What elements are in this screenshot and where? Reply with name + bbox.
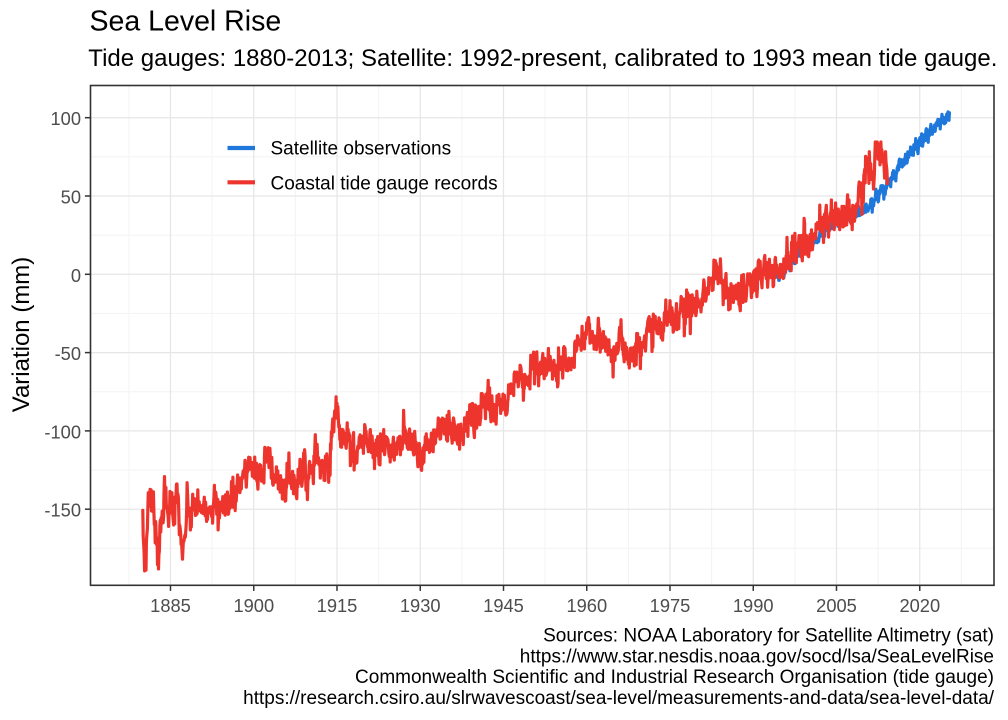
svg-text:1990: 1990 bbox=[733, 595, 774, 616]
svg-text:Sea Level Rise: Sea Level Rise bbox=[90, 6, 282, 38]
svg-text:50: 50 bbox=[61, 187, 81, 208]
svg-text:1960: 1960 bbox=[566, 595, 607, 616]
svg-text:https://research.csiro.au/slrw: https://research.csiro.au/slrwavescoast/… bbox=[243, 688, 995, 709]
svg-text:-150: -150 bbox=[44, 500, 81, 521]
svg-text:Satellite observations: Satellite observations bbox=[271, 138, 452, 159]
svg-text:0: 0 bbox=[71, 265, 81, 286]
svg-text:1900: 1900 bbox=[233, 595, 274, 616]
svg-text:1945: 1945 bbox=[483, 595, 524, 616]
svg-text:1885: 1885 bbox=[150, 595, 191, 616]
svg-text:100: 100 bbox=[50, 108, 81, 129]
svg-text:1930: 1930 bbox=[400, 595, 441, 616]
svg-text:Coastal tide gauge records: Coastal tide gauge records bbox=[271, 173, 498, 194]
svg-text:Sources: NOAA Laboratory for S: Sources: NOAA Laboratory for Satellite A… bbox=[543, 626, 994, 647]
svg-text:Commonwealth Scientific and In: Commonwealth Scientific and Industrial R… bbox=[355, 667, 994, 688]
svg-text:-100: -100 bbox=[44, 421, 81, 442]
svg-text:-50: -50 bbox=[55, 343, 81, 364]
svg-text:1915: 1915 bbox=[317, 595, 358, 616]
svg-text:Variation (mm): Variation (mm) bbox=[8, 257, 35, 413]
svg-text:https://www.star.nesdis.noaa.g: https://www.star.nesdis.noaa.gov/socd/ls… bbox=[520, 646, 994, 667]
svg-text:2020: 2020 bbox=[899, 595, 940, 616]
svg-text:2005: 2005 bbox=[816, 595, 857, 616]
svg-text:1975: 1975 bbox=[650, 595, 691, 616]
svg-text:Tide gauges: 1880-2013; Satell: Tide gauges: 1880-2013; Satellite: 1992-… bbox=[88, 45, 997, 72]
